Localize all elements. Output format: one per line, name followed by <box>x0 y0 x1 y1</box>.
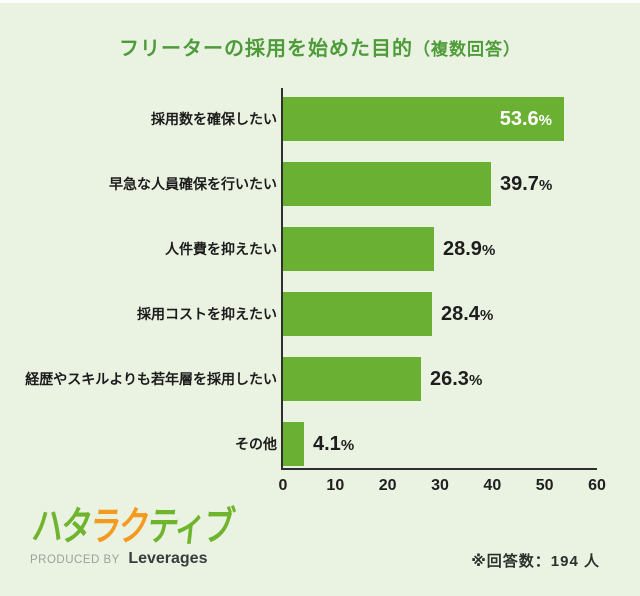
value-label: 53.6% <box>283 97 552 143</box>
category-label: 経歴やスキルよりも若年層を採用したい <box>25 371 277 387</box>
bar <box>283 422 304 466</box>
logo-subline: PRODUCED BY Leverages <box>30 550 290 568</box>
y-axis-line <box>281 88 283 470</box>
chart-title-sub: （複数回答） <box>413 40 521 59</box>
top-strip <box>0 0 640 3</box>
percent-sign: % <box>538 177 553 194</box>
category-label: 採用コストを抑えたい <box>137 306 277 322</box>
logo-char: ブ <box>201 505 235 549</box>
value-number: 28.9 <box>443 238 482 260</box>
respondents-note: ※回答数：194 人 <box>471 553 600 570</box>
x-tick-label: 20 <box>378 477 397 494</box>
chart-title-main: フリーターの採用を始めた目的 <box>119 38 413 60</box>
value-number: 4.1 <box>313 433 341 455</box>
x-tick-label: 0 <box>278 477 288 494</box>
x-tick-label: 40 <box>483 477 502 494</box>
percent-sign: % <box>468 372 483 389</box>
x-tick-label: 10 <box>326 477 345 494</box>
value-label: 28.9% <box>443 227 495 273</box>
x-tick-label: 50 <box>535 477 554 494</box>
percent-sign: % <box>479 307 494 324</box>
category-label: 人件費を抑えたい <box>165 241 277 257</box>
category-label: その他 <box>235 436 277 452</box>
value-number: 39.7 <box>500 173 539 195</box>
bar <box>283 227 434 271</box>
chart-title: フリーターの採用を始めた目的（複数回答） <box>0 32 640 61</box>
percent-sign: % <box>538 112 552 129</box>
value-label: 4.1% <box>313 422 354 468</box>
category-label: 早急な人員確保を行いたい <box>109 176 277 192</box>
value-label: 26.3% <box>430 357 482 403</box>
value-number: 28.4 <box>441 303 480 325</box>
x-tick-label: 30 <box>431 477 449 494</box>
brand-logo: ハタラクティブ PRODUCED BY Leverages <box>30 505 290 568</box>
bar <box>283 162 491 206</box>
x-axis-line <box>281 468 597 470</box>
value-number: 53.6 <box>499 108 539 130</box>
percent-sign: % <box>481 242 496 259</box>
bar <box>283 292 432 336</box>
bar <box>283 357 421 401</box>
value-label: 39.7% <box>500 162 552 208</box>
logo-wordmark: ハタラクティブ <box>30 505 237 549</box>
value-label: 28.4% <box>441 292 493 338</box>
company-name: Leverages <box>128 550 208 567</box>
produced-by-label: PRODUCED BY <box>30 554 120 566</box>
x-tick-label: 60 <box>588 477 606 494</box>
category-label: 採用数を確保したい <box>151 111 277 127</box>
value-number: 26.3 <box>430 368 469 390</box>
bar <box>283 97 564 141</box>
percent-sign: % <box>340 437 355 454</box>
